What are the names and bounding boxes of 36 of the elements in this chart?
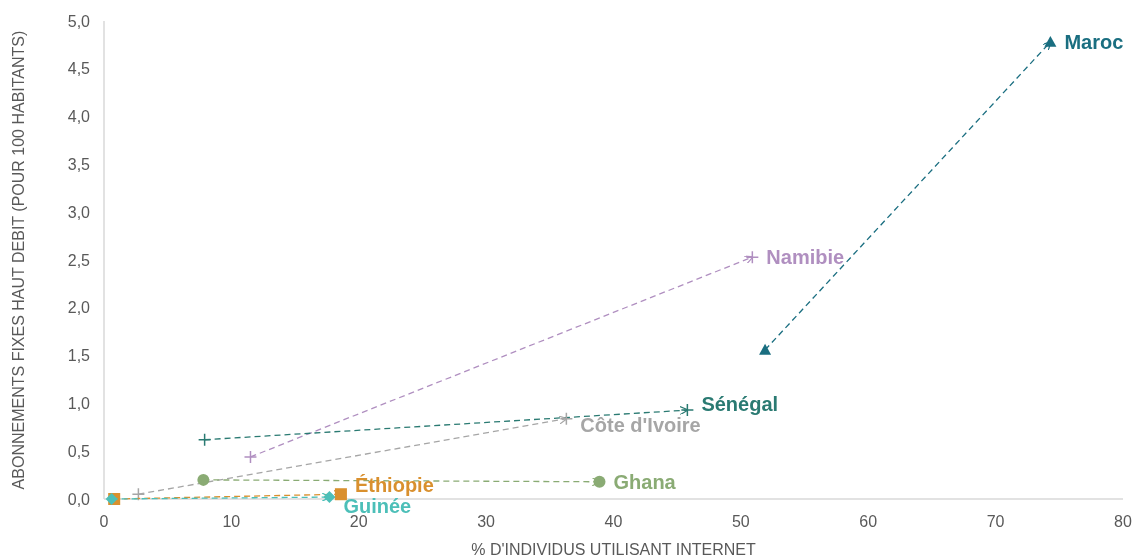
point [559, 411, 574, 426]
x-tick-label: 50 [731, 513, 750, 530]
series-label: Côte d'Ivoire [580, 413, 701, 436]
point [593, 475, 606, 488]
y-axis-title: ABONNEMENTS FIXES HAUT DEBIT (POUR 100 HABITANTS) [10, 30, 27, 490]
y-tick-label: 0,0 [67, 490, 91, 508]
y-tick-label: 4,5 [67, 60, 91, 78]
y-tick-label: 0,5 [67, 442, 91, 460]
x-tick-label: 60 [859, 513, 878, 530]
y-tick-label: 4,0 [67, 108, 91, 126]
point [197, 432, 212, 447]
series-label: Ghana [613, 470, 677, 493]
point [323, 491, 336, 504]
point [680, 403, 695, 417]
y-tick-label: 1,0 [67, 395, 91, 412]
series-label: Éthiopie [354, 474, 434, 497]
point [131, 487, 146, 501]
series-label: Maroc [1064, 31, 1124, 54]
point [243, 450, 258, 464]
x-tick-label: 30 [477, 513, 496, 530]
x-tick-label: 10 [222, 513, 241, 530]
y-tick-label: 2,0 [67, 299, 91, 317]
y-tick-label: 2,5 [67, 251, 91, 269]
x-tick-label: 80 [1114, 513, 1132, 530]
y-tick-label: 3,5 [67, 156, 91, 173]
series-label: Namibie [766, 246, 845, 269]
x-axis-title: % D'INDIVIDUS UTILISANT INTERNET [471, 541, 757, 558]
x-tick-label: 70 [986, 513, 1005, 530]
y-tick-label: 5,0 [67, 12, 91, 30]
point [197, 473, 210, 486]
point [745, 250, 760, 264]
x-tick-label: 0 [99, 513, 109, 530]
series-label: Sénégal [701, 392, 779, 415]
y-tick-label: 1,5 [67, 347, 91, 365]
x-tick-label: 40 [604, 513, 623, 530]
y-tick-label: 3,0 [67, 203, 91, 221]
